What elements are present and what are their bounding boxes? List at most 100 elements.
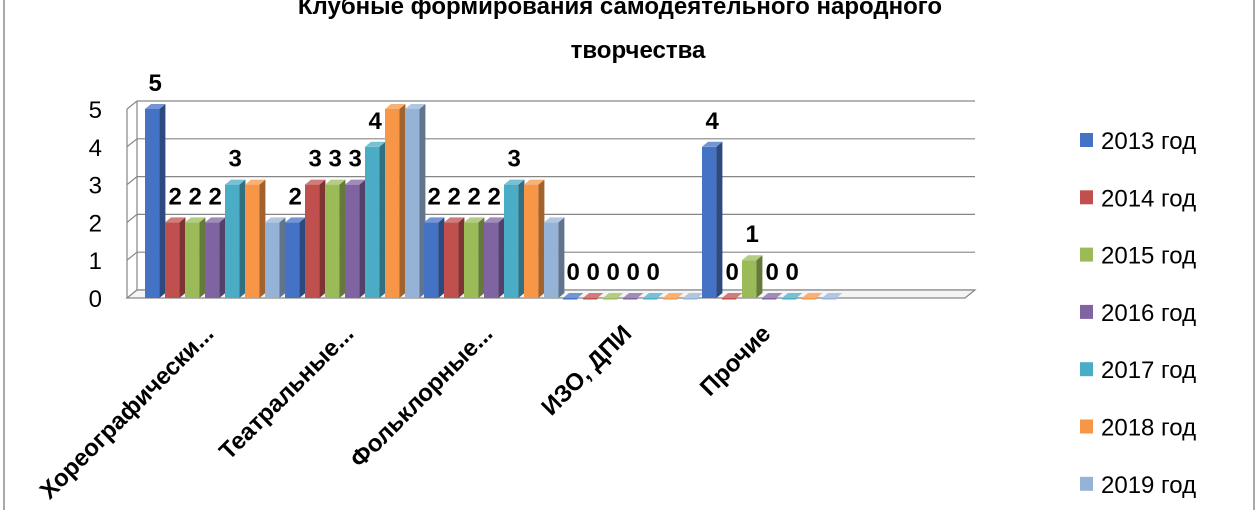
- chart-frame: [3, 0, 1255, 515]
- bar-front: [583, 298, 598, 300]
- bar-top: [424, 217, 445, 223]
- bar: [583, 293, 604, 300]
- bar-top: [643, 293, 664, 298]
- bar-front: [165, 222, 180, 298]
- legend: 2013 год 2014 год 2015 год 2016 год 2017 год…: [1080, 128, 1196, 499]
- legend-swatch: [1080, 247, 1093, 262]
- bar: [762, 293, 783, 300]
- bar: [802, 293, 823, 300]
- bar-side: [399, 104, 406, 298]
- legend-item: 2019 год: [1080, 472, 1196, 499]
- bar-side: [478, 217, 485, 298]
- bar-side: [458, 217, 465, 298]
- bar-front: [504, 184, 519, 298]
- bar-top: [663, 293, 684, 298]
- data-label: 2: [169, 183, 182, 210]
- bar-front: [643, 298, 658, 300]
- bar: [782, 293, 803, 300]
- bar-front: [782, 298, 797, 300]
- data-label: 3: [329, 146, 342, 173]
- legend-label: 2017 год: [1101, 357, 1196, 384]
- bar: [603, 293, 624, 300]
- category-label: Хореографически...: [35, 320, 219, 504]
- data-label: 2: [289, 183, 302, 210]
- gridline-side: [126, 100, 138, 110]
- bar-top: [702, 141, 723, 147]
- bar-top: [245, 179, 266, 185]
- legend-swatch: [1080, 476, 1093, 491]
- bar-front: [265, 222, 280, 298]
- bar: [305, 179, 326, 298]
- bar-front: [742, 260, 757, 298]
- bar: [424, 217, 445, 298]
- data-label: 0: [627, 259, 640, 286]
- bar-front: [822, 298, 837, 300]
- bar-front: [524, 184, 539, 298]
- data-label: 3: [229, 146, 242, 173]
- bar-side: [438, 217, 445, 298]
- bar-top: [484, 217, 505, 223]
- bar-side: [518, 179, 525, 298]
- bar-front: [145, 109, 160, 298]
- bar-top: [444, 217, 465, 223]
- bar-side: [716, 141, 723, 298]
- legend-item: 2013 год: [1080, 128, 1196, 155]
- gridline-side: [126, 213, 138, 223]
- bar-top: [405, 104, 426, 109]
- bar-front: [722, 298, 737, 300]
- bar-top: [583, 293, 604, 298]
- bar-side: [339, 179, 346, 298]
- legend-item: 2015 год: [1080, 243, 1196, 270]
- plot-area: 012345Хореографически...Театральные...Фо…: [35, 70, 977, 505]
- y-tick-label: 1: [89, 248, 102, 275]
- bar-front: [345, 184, 360, 298]
- bar-front: [205, 222, 220, 298]
- bar-top: [802, 293, 823, 298]
- bar-top: [265, 217, 286, 223]
- bar: [365, 141, 386, 298]
- legend-swatch: [1080, 362, 1093, 377]
- bar-side: [239, 179, 246, 298]
- bar-front: [563, 298, 578, 300]
- data-label: 1: [746, 221, 759, 248]
- legend-label: 2015 год: [1101, 243, 1196, 270]
- legend-swatch: [1080, 190, 1093, 205]
- bar-side: [498, 217, 505, 298]
- bar-top: [305, 179, 326, 185]
- bar-front: [802, 298, 817, 300]
- legend-item: 2016 год: [1080, 300, 1196, 327]
- legend-label: 2018 год: [1101, 415, 1196, 442]
- data-label: 0: [587, 259, 600, 286]
- bar-front: [424, 222, 439, 298]
- bar-front: [544, 222, 559, 298]
- bar-front: [702, 146, 717, 298]
- bar-top: [345, 179, 366, 185]
- bar-front: [762, 298, 777, 300]
- bar-side: [756, 255, 763, 298]
- bar: [225, 179, 246, 298]
- chart-title-line-2: творчества: [571, 37, 706, 64]
- bar-side: [199, 217, 206, 298]
- bar-front: [325, 184, 340, 298]
- bar: [185, 217, 206, 298]
- bar-front: [405, 109, 420, 298]
- bar: [165, 217, 186, 298]
- data-label: 0: [726, 259, 739, 286]
- legend-label: 2019 год: [1101, 472, 1196, 499]
- bar: [722, 293, 743, 300]
- bar-front: [365, 146, 380, 298]
- bar-top: [504, 179, 525, 185]
- bar-side: [259, 179, 266, 298]
- legend-item: 2018 год: [1080, 415, 1196, 442]
- bar-side: [299, 217, 306, 298]
- bar-side: [319, 179, 326, 298]
- y-tick-label: 5: [89, 97, 102, 124]
- bar-front: [484, 222, 499, 298]
- bar-side: [558, 217, 565, 298]
- data-label: 3: [508, 146, 521, 173]
- bar-side: [538, 179, 545, 298]
- y-tick-label: 2: [89, 210, 102, 237]
- bar: [145, 104, 166, 298]
- bar-top: [205, 217, 226, 223]
- bar-top: [524, 179, 545, 185]
